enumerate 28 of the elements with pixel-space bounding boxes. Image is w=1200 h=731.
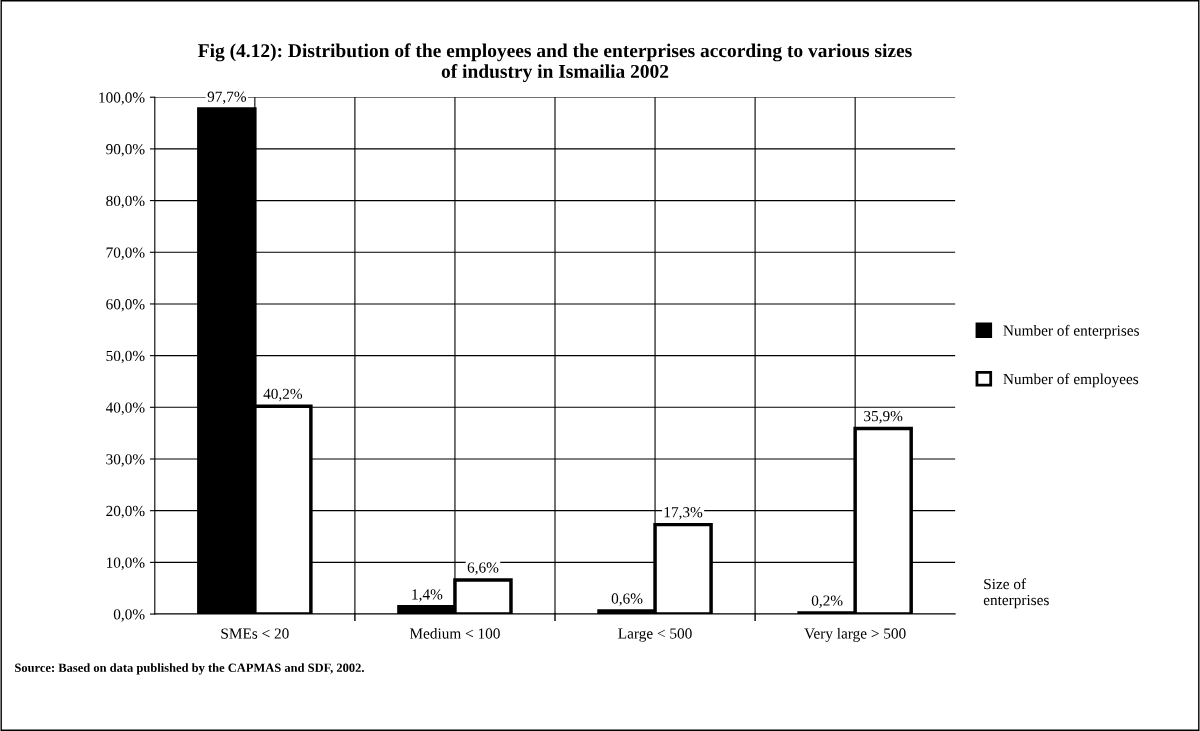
x-tick-label: Large < 500 [618, 628, 692, 642]
y-tick-label: 40,0% [105, 402, 145, 415]
y-tick-label: 90,0% [106, 144, 145, 157]
chart-title: Fig (4.12): Distribution of the employees and the enterprises according to various sizes of industry in Ismailia 2002 [198, 43, 912, 82]
y-tick-label: 60,0% [106, 299, 145, 312]
x-tick-label: Medium < 100 [409, 627, 500, 639]
y-tick-label: 70,0% [106, 247, 145, 260]
legend-label: Number of enterprises [1003, 324, 1139, 339]
data-label: 0,6% [611, 593, 643, 606]
y-tick-label: 100,0% [99, 92, 145, 105]
data-label: 1,4% [412, 589, 443, 602]
x-tick-label: SMEs < 20 [221, 628, 289, 639]
data-label: 97,7% [207, 91, 247, 105]
legend-label: Number of employees [1003, 373, 1139, 388]
data-label: 40,2% [263, 388, 303, 402]
y-tick-label: 10,0% [106, 557, 145, 571]
data-label: 17,3% [664, 507, 703, 520]
data-label: 35,9% [864, 410, 903, 424]
x-axis-title: Size of enterprises [983, 578, 1049, 609]
source-note: Source: Based on data published by the CAPMAS and SDF, 2002. [15, 663, 364, 675]
y-tick-label: 20,0% [106, 505, 145, 519]
x-tick-label: Very large > 500 [804, 627, 906, 642]
y-tick-label: 50,0% [106, 350, 145, 364]
data-label: 0,2% [811, 595, 843, 608]
y-tick-label: 0,0% [113, 609, 145, 622]
y-tick-label: 30,0% [106, 454, 145, 467]
y-tick-label: 80,0% [106, 195, 145, 209]
data-label: 6,6% [467, 562, 499, 575]
